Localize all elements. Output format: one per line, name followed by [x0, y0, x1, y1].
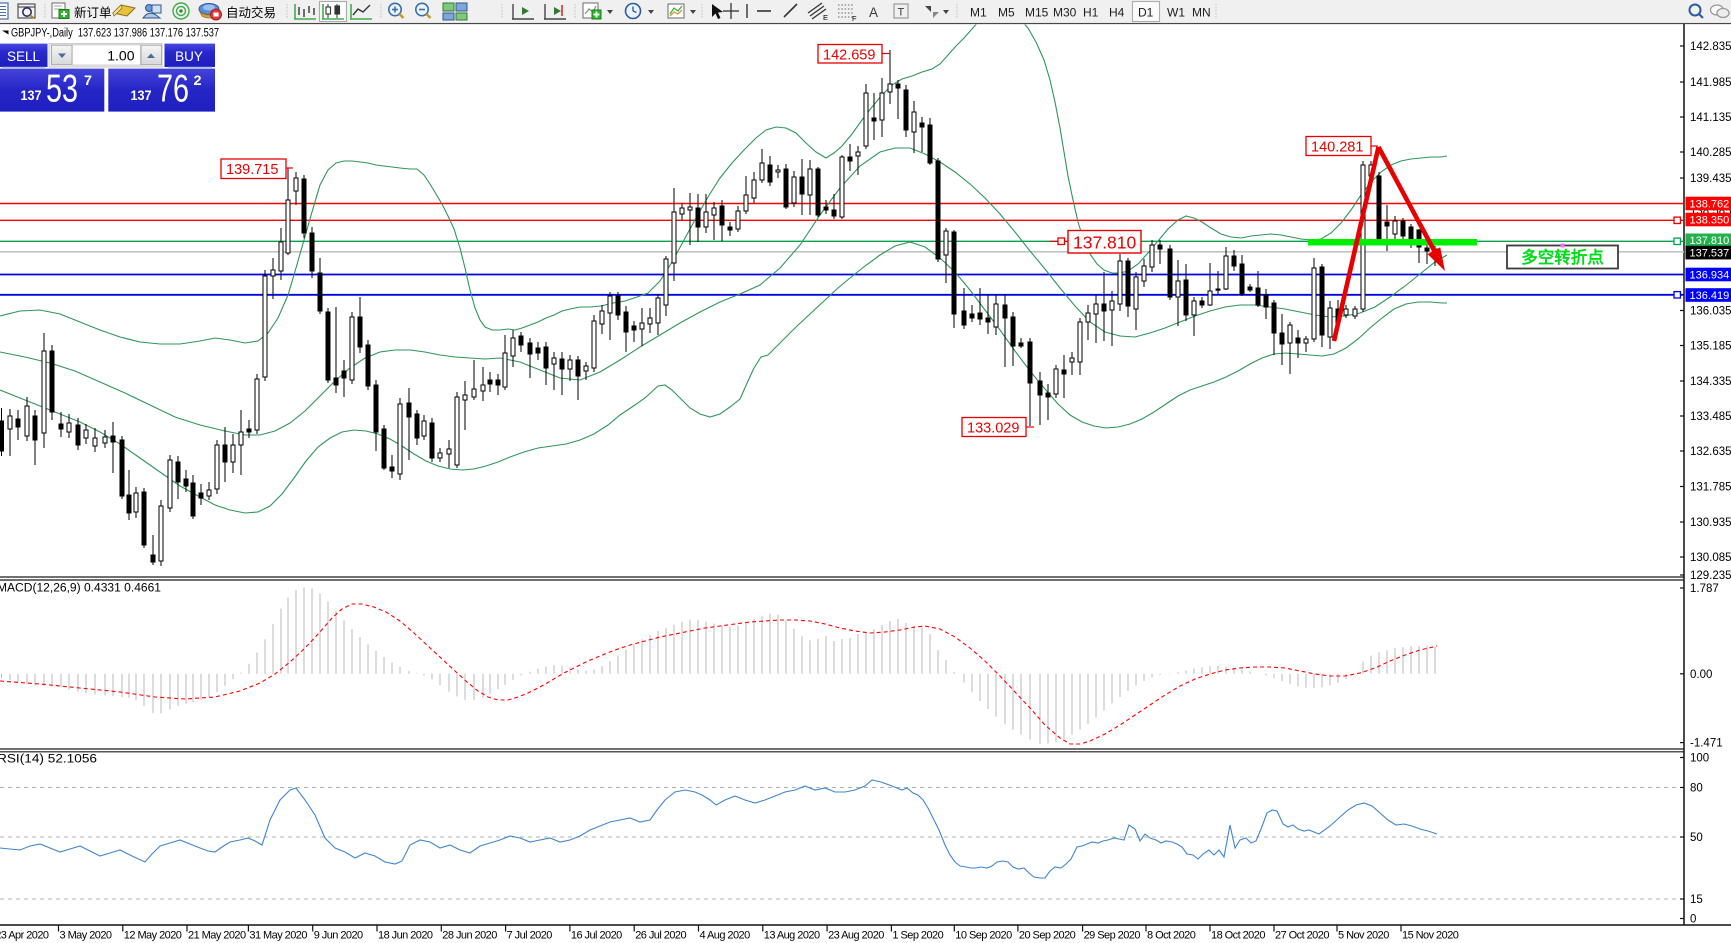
svg-text:7: 7	[84, 72, 92, 88]
svg-text:80: 80	[1690, 783, 1703, 795]
svg-text:141.135: 141.135	[1690, 112, 1731, 124]
svg-text:F: F	[852, 14, 857, 23]
svg-text:139.435: 139.435	[1690, 173, 1731, 185]
svg-text:23 Apr 2020: 23 Apr 2020	[0, 930, 49, 942]
svg-text:15: 15	[1690, 894, 1703, 906]
svg-text:26 Jul 2020: 26 Jul 2020	[635, 930, 686, 942]
svg-text:-1.471: -1.471	[1690, 738, 1723, 750]
svg-text:50: 50	[1690, 832, 1703, 844]
svg-text:136.035: 136.035	[1690, 306, 1731, 318]
svg-text:142.659: 142.659	[823, 48, 875, 64]
svg-text:18 Jun 2020: 18 Jun 2020	[378, 930, 433, 942]
svg-text:131.785: 131.785	[1690, 482, 1731, 494]
svg-text:137.810: 137.810	[1690, 235, 1730, 247]
svg-text:132.635: 132.635	[1690, 446, 1731, 458]
svg-text:133.485: 133.485	[1690, 411, 1731, 423]
svg-text:新订单: 新订单	[74, 5, 112, 20]
svg-text:M30: M30	[1053, 6, 1077, 20]
svg-text:1 Sep 2020: 1 Sep 2020	[892, 930, 943, 942]
svg-text:7 Jul 2020: 7 Jul 2020	[507, 930, 553, 942]
svg-text:3 May 2020: 3 May 2020	[60, 930, 112, 942]
svg-text:31 May 2020: 31 May 2020	[249, 930, 307, 942]
svg-text:D1: D1	[1138, 6, 1154, 20]
svg-text:5 Nov 2020: 5 Nov 2020	[1338, 930, 1389, 942]
svg-text:12 May 2020: 12 May 2020	[124, 930, 182, 942]
svg-text:1.00: 1.00	[107, 48, 134, 64]
svg-text:100: 100	[1690, 753, 1709, 765]
svg-text:137.537: 137.537	[1690, 247, 1730, 259]
svg-text:130.085: 130.085	[1690, 552, 1731, 564]
svg-text:136.934: 136.934	[1690, 269, 1730, 281]
svg-text:MN: MN	[1192, 6, 1211, 20]
svg-text:自动交易: 自动交易	[226, 5, 276, 20]
svg-text:129.235: 129.235	[1690, 570, 1731, 582]
svg-text:142.835: 142.835	[1690, 41, 1731, 53]
svg-text:M15: M15	[1025, 6, 1049, 20]
svg-text:20 Sep 2020: 20 Sep 2020	[1019, 930, 1076, 942]
svg-text:138.762: 138.762	[1690, 198, 1730, 210]
svg-text:MACD(12,26,9) 0.4331 0.4661: MACD(12,26,9) 0.4331 0.4661	[0, 583, 161, 595]
svg-text:28 Jun 2020: 28 Jun 2020	[442, 930, 497, 942]
svg-text:多空转折点: 多空转折点	[1521, 247, 1604, 267]
svg-text:140.281: 140.281	[1311, 140, 1363, 156]
svg-text:SELL: SELL	[7, 49, 41, 64]
svg-text:76: 76	[157, 68, 189, 111]
svg-text:18 Oct 2020: 18 Oct 2020	[1211, 930, 1265, 942]
svg-text:140.285: 140.285	[1690, 147, 1731, 159]
svg-text:H1: H1	[1083, 6, 1099, 20]
svg-text:2: 2	[194, 72, 202, 88]
svg-text:137.810: 137.810	[1073, 233, 1137, 253]
svg-text:E: E	[823, 13, 828, 22]
svg-text:139.715: 139.715	[226, 162, 278, 178]
svg-text:133.029: 133.029	[967, 421, 1019, 437]
svg-text:15 Nov 2020: 15 Nov 2020	[1402, 930, 1459, 942]
svg-text:0: 0	[1690, 914, 1696, 926]
svg-text:M1: M1	[970, 6, 987, 20]
svg-text:8 Oct 2020: 8 Oct 2020	[1147, 930, 1196, 942]
svg-text:29 Sep 2020: 29 Sep 2020	[1084, 930, 1141, 942]
svg-text:141.985: 141.985	[1690, 77, 1731, 89]
svg-text:21 May 2020: 21 May 2020	[188, 930, 246, 942]
svg-text:H4: H4	[1109, 6, 1125, 20]
svg-text:GBPJPY-,Daily 137.623 137.986: GBPJPY-,Daily 137.623 137.986 137.176 13…	[11, 27, 219, 39]
svg-text:T: T	[898, 7, 905, 19]
svg-text:1.787: 1.787	[1690, 583, 1719, 595]
svg-text:10 Sep 2020: 10 Sep 2020	[955, 930, 1012, 942]
svg-text:M5: M5	[998, 6, 1015, 20]
svg-text:W1: W1	[1167, 6, 1185, 20]
svg-text:135.185: 135.185	[1690, 341, 1731, 353]
svg-text:13 Aug 2020: 13 Aug 2020	[764, 930, 820, 942]
svg-text:27 Oct 2020: 27 Oct 2020	[1275, 930, 1329, 942]
svg-text:23 Aug 2020: 23 Aug 2020	[828, 930, 884, 942]
svg-text:A: A	[869, 5, 878, 20]
svg-text:0.00: 0.00	[1690, 669, 1712, 681]
svg-text:4 Aug 2020: 4 Aug 2020	[700, 930, 751, 942]
svg-text:136.419: 136.419	[1690, 290, 1730, 302]
svg-text:138.350: 138.350	[1690, 214, 1730, 226]
svg-text:130.935: 130.935	[1690, 517, 1731, 529]
svg-text:53: 53	[46, 68, 78, 111]
svg-text:RSI(14) 52.1056: RSI(14) 52.1056	[0, 754, 97, 766]
svg-text:137: 137	[131, 87, 152, 103]
svg-text:BUY: BUY	[175, 49, 203, 64]
svg-text:9 Jun 2020: 9 Jun 2020	[314, 930, 363, 942]
svg-text:137: 137	[21, 87, 42, 103]
svg-text:134.335: 134.335	[1690, 376, 1731, 388]
svg-text:16 Jul 2020: 16 Jul 2020	[571, 930, 622, 942]
